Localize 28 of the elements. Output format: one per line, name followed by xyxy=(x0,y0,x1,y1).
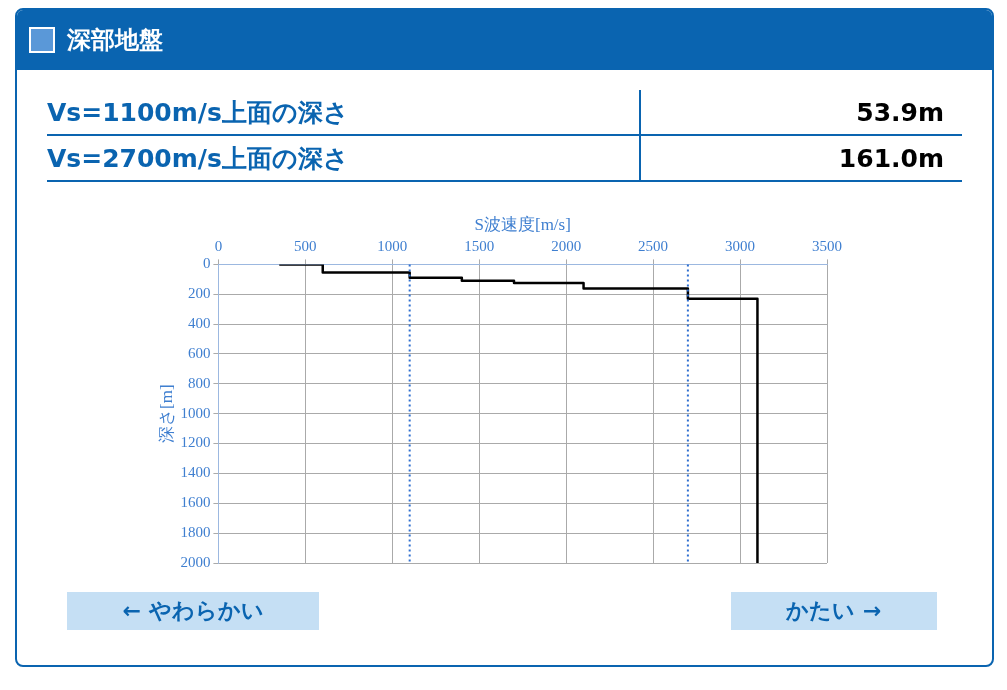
chart-title: 深部地盤 xyxy=(67,25,163,56)
y-tick-label: 400 xyxy=(187,315,211,332)
y-tick-label: 1800 xyxy=(180,524,211,541)
y-axis-title: 深さ[m] xyxy=(156,384,176,443)
y-tick-label: 2000 xyxy=(180,553,211,570)
y-tick-label: 600 xyxy=(187,344,211,361)
y-tick-label: 0 xyxy=(202,255,211,272)
y-tick-label: 1200 xyxy=(180,434,211,451)
x-tick-label: 2000 xyxy=(551,238,582,255)
x-tick-label: 2500 xyxy=(638,238,669,255)
y-tick-label: 200 xyxy=(187,285,211,302)
text: かたい → xyxy=(731,592,937,630)
x-tick-label: 1500 xyxy=(464,238,495,255)
text: 161.0m xyxy=(837,143,945,173)
x-tick-label: 3000 xyxy=(725,238,756,255)
text: Vs=1100m/s上面の深さ xyxy=(47,90,641,134)
text: Vs=2700m/s上面の深さ xyxy=(47,136,641,180)
y-tick-label: 800 xyxy=(187,374,211,391)
x-tick-label: 3500 xyxy=(812,238,842,255)
x-tick-label: 1000 xyxy=(377,238,408,255)
y-tick-label: 1600 xyxy=(180,494,211,511)
x-tick-label: 500 xyxy=(294,238,317,255)
y-tick-label: 1000 xyxy=(180,404,211,421)
text: 53.9m xyxy=(855,97,945,127)
x-tick-label: 0 xyxy=(214,238,223,255)
x-axis-title: S波速度[m/s] xyxy=(474,214,571,234)
y-tick-label: 1400 xyxy=(180,464,211,481)
text: ← やわらかい xyxy=(67,592,319,630)
